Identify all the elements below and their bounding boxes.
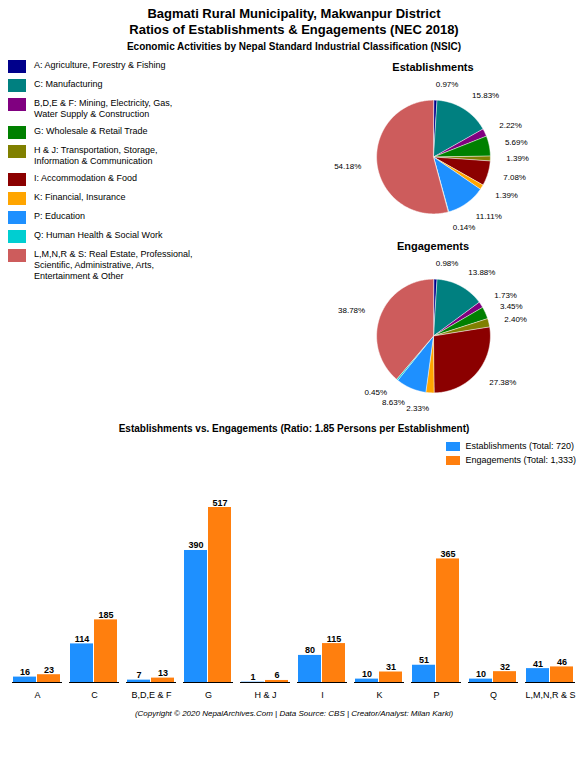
svg-text:365: 365 bbox=[440, 549, 455, 559]
html-text:P: Education: P: Education bbox=[34, 211, 85, 221]
svg-text:23: 23 bbox=[44, 665, 54, 675]
svg-text:I: I bbox=[321, 690, 324, 700]
svg-text:10: 10 bbox=[476, 669, 486, 679]
svg-text:B,D,E & F: B,D,E & F bbox=[131, 690, 172, 700]
svg-text:8.63%: 8.63% bbox=[382, 398, 405, 407]
html-text:Q: Human Health & Social Work: Q: Human Health & Social Work bbox=[34, 230, 163, 240]
svg-text:1.39%: 1.39% bbox=[495, 191, 518, 200]
html-text:L,M,N,R & S: Real Estate, Prof: L,M,N,R & S: Real Estate, Professional, … bbox=[34, 249, 193, 281]
html-text:(Copyright © 2020 NepalArchive: (Copyright © 2020 NepalArchives.Com | Da… bbox=[134, 709, 454, 718]
svg-text:54.18%: 54.18% bbox=[334, 162, 361, 171]
svg-text:390: 390 bbox=[188, 540, 203, 550]
svg-text:16: 16 bbox=[20, 667, 30, 677]
svg-text:L,M,N,R & S: L,M,N,R & S bbox=[525, 690, 575, 700]
html-text:G: Wholesale & Retail Trade: G: Wholesale & Retail Trade bbox=[34, 126, 148, 136]
svg-text:10: 10 bbox=[362, 669, 372, 679]
html-text:Economic Activities by Nepal S: Economic Activities by Nepal Standard In… bbox=[126, 41, 462, 52]
svg-text:2.40%: 2.40% bbox=[504, 315, 527, 324]
html-text:I: Accommodation & Food: I: Accommodation & Food bbox=[34, 173, 138, 183]
svg-text:P: P bbox=[433, 690, 439, 700]
svg-text:11.11%: 11.11% bbox=[476, 212, 502, 221]
svg-text:31: 31 bbox=[386, 662, 396, 672]
html-text:Engagements: Engagements bbox=[396, 240, 470, 252]
svg-text:32: 32 bbox=[500, 662, 510, 672]
svg-text:K: K bbox=[376, 690, 382, 700]
svg-text:0.97%: 0.97% bbox=[436, 80, 459, 89]
svg-text:517: 517 bbox=[212, 498, 227, 508]
svg-text:27.38%: 27.38% bbox=[489, 378, 516, 387]
svg-text:0.14%: 0.14% bbox=[453, 223, 476, 232]
svg-text:2.33%: 2.33% bbox=[406, 404, 429, 413]
svg-text:0.98%: 0.98% bbox=[436, 259, 459, 268]
svg-text:Q: Q bbox=[490, 690, 497, 700]
svg-text:115: 115 bbox=[327, 634, 342, 644]
html-text:H & J: Transportation, Storage: H & J: Transportation, Storage, Informat… bbox=[34, 145, 158, 166]
svg-text:7.08%: 7.08% bbox=[503, 173, 526, 182]
svg-text:3.45%: 3.45% bbox=[500, 302, 523, 311]
svg-text:5.69%: 5.69% bbox=[505, 138, 528, 147]
svg-text:13.88%: 13.88% bbox=[468, 268, 495, 277]
svg-text:114: 114 bbox=[75, 634, 90, 644]
svg-text:15.83%: 15.83% bbox=[472, 91, 499, 100]
html-text:B,D,E & F: Mining, Electricity: B,D,E & F: Mining, Electricity, Gas, Wat… bbox=[34, 98, 173, 119]
svg-text:38.78%: 38.78% bbox=[338, 306, 365, 315]
html-text:Establishments (Total: 720): Establishments (Total: 720) bbox=[465, 441, 574, 451]
svg-text:41: 41 bbox=[533, 659, 543, 669]
svg-text:C: C bbox=[91, 690, 98, 700]
svg-text:1.39%: 1.39% bbox=[506, 154, 529, 163]
svg-text:G: G bbox=[205, 690, 212, 700]
svg-text:51: 51 bbox=[419, 655, 429, 665]
svg-text:185: 185 bbox=[98, 610, 113, 620]
html-text:Bagmati Rural Municipality, Ma: Bagmati Rural Municipality, Makwanpur Di… bbox=[129, 6, 459, 37]
svg-text:0.45%: 0.45% bbox=[364, 388, 387, 397]
svg-text:46: 46 bbox=[557, 657, 567, 667]
svg-text:1.73%: 1.73% bbox=[494, 291, 517, 300]
svg-text:H & J: H & J bbox=[254, 690, 276, 700]
html-text:Establishments: Establishments bbox=[392, 61, 474, 73]
html-text:A: Agriculture, Forestry & Fis: A: Agriculture, Forestry & Fishing bbox=[34, 60, 166, 70]
svg-text:2.22%: 2.22% bbox=[499, 121, 522, 130]
html-text:K: Financial, Insurance: K: Financial, Insurance bbox=[34, 192, 126, 202]
html-text:Engagements (Total: 1,333): Engagements (Total: 1,333) bbox=[465, 455, 576, 465]
svg-text:13: 13 bbox=[158, 668, 168, 678]
svg-text:6: 6 bbox=[274, 670, 279, 680]
svg-text:7: 7 bbox=[136, 670, 141, 680]
svg-text:A: A bbox=[34, 690, 40, 700]
svg-text:1: 1 bbox=[250, 672, 255, 682]
svg-text:80: 80 bbox=[305, 645, 315, 655]
html-text:C: Manufacturing: C: Manufacturing bbox=[34, 79, 103, 89]
html-text:Establishments vs. Engagements: Establishments vs. Engagements (Ratio: 1… bbox=[118, 423, 470, 434]
